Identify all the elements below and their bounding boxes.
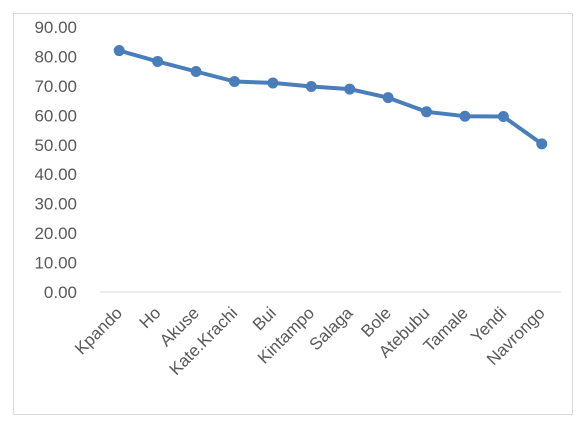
y-tick-label: 50.00 (34, 136, 77, 155)
data-point (421, 106, 433, 118)
y-tick-label: 10.00 (34, 254, 77, 273)
y-axis-ticks: 0.00 10.00 20.00 30.00 40.00 50.00 60.00 70.00 8… (34, 18, 77, 302)
y-tick-label: 0.00 (44, 283, 77, 302)
y-tick-label: 60.00 (34, 106, 77, 125)
x-tick-label: Bui (249, 303, 280, 334)
data-point (536, 138, 548, 150)
data-point (152, 55, 164, 67)
y-tick-label: 90.00 (34, 18, 77, 37)
data-point (344, 83, 356, 95)
x-tick-label: Ho (136, 303, 165, 332)
y-tick-label: 40.00 (34, 165, 77, 184)
x-tick-label: Kpando (71, 303, 126, 358)
data-point (305, 80, 317, 92)
y-tick-label: 30.00 (34, 195, 77, 214)
series-group (113, 45, 548, 150)
series-line (117, 48, 544, 146)
data-point (190, 65, 202, 77)
data-point (459, 110, 471, 122)
data-point (267, 77, 279, 89)
y-tick-label: 70.00 (34, 77, 77, 96)
data-point (228, 75, 240, 87)
y-tick-label: 80.00 (34, 47, 77, 66)
y-tick-label: 20.00 (34, 224, 77, 243)
x-tick-label: Salaga (306, 303, 357, 354)
chart-frame (13, 13, 573, 415)
data-point (497, 111, 509, 123)
data-point (382, 92, 394, 104)
data-point (113, 45, 125, 57)
